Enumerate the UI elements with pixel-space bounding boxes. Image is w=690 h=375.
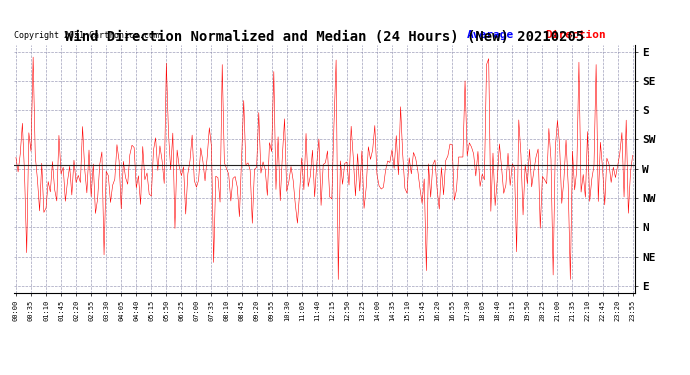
Title: Wind Direction Normalized and Median (24 Hours) (New) 20210205: Wind Direction Normalized and Median (24…: [65, 30, 584, 44]
Text: Direction: Direction: [545, 30, 606, 40]
Text: Average: Average: [467, 30, 514, 40]
Text: Copyright 2021 Cartronics.com: Copyright 2021 Cartronics.com: [14, 31, 159, 40]
